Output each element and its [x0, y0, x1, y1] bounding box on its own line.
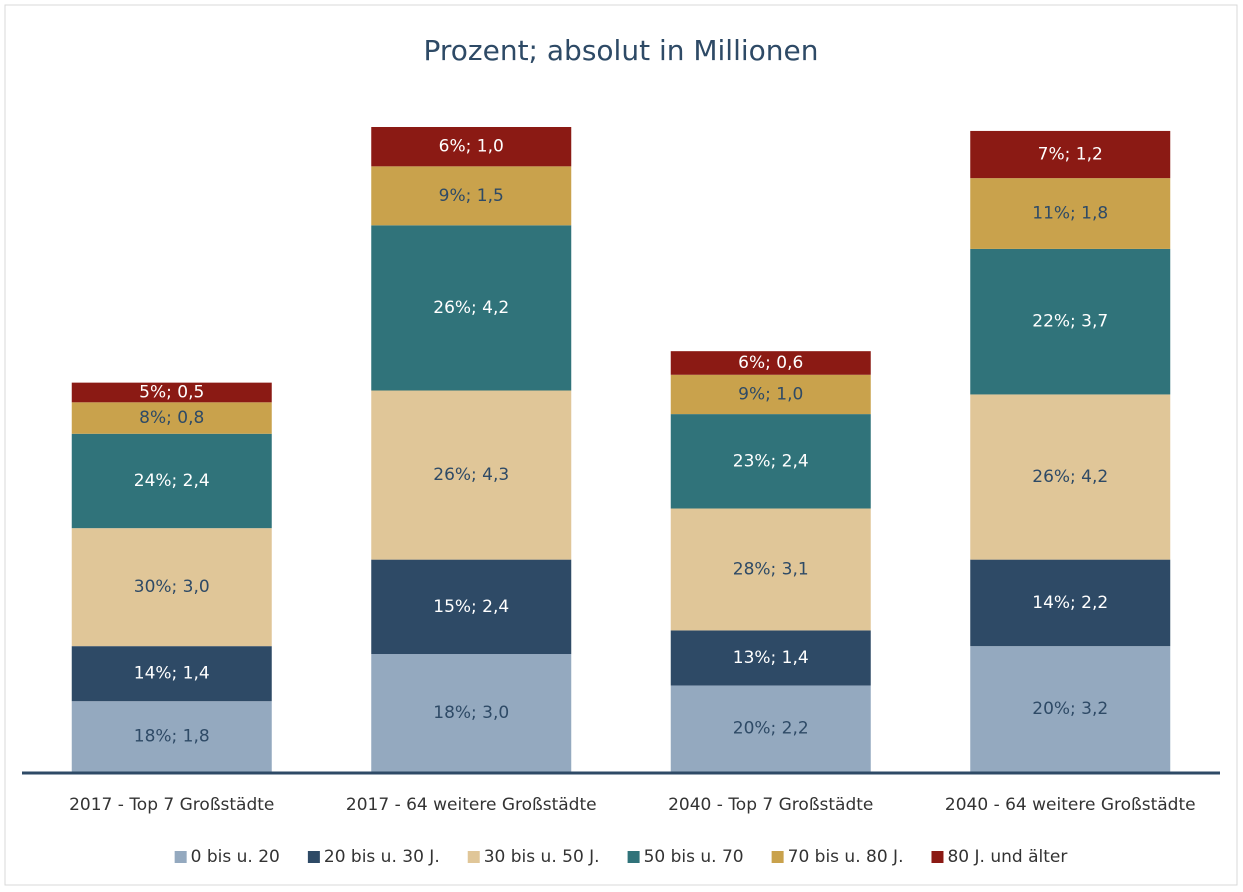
data-label: 11%; 1,8 [1032, 204, 1108, 224]
legend-label: 0 bis u. 20 [191, 847, 280, 867]
data-label: 8%; 0,8 [139, 408, 204, 428]
data-label: 18%; 3,0 [433, 703, 509, 723]
data-label: 13%; 1,4 [733, 648, 809, 668]
legend-label: 20 bis u. 30 J. [324, 847, 440, 867]
data-label: 14%; 2,2 [1032, 593, 1108, 613]
bar-segment [371, 225, 572, 391]
legend-swatch [627, 851, 640, 863]
bar-segment [71, 382, 272, 403]
bar-segment [371, 127, 572, 167]
data-label: 15%; 2,4 [433, 597, 509, 617]
data-label: 14%; 1,4 [134, 664, 210, 684]
bar-segment [670, 630, 871, 686]
bar-segment [970, 248, 1171, 395]
bar-segment [670, 351, 871, 375]
bar-segment [71, 433, 272, 529]
data-label: 7%; 1,2 [1038, 145, 1103, 165]
data-label: 6%; 1,0 [439, 137, 504, 157]
legend-label: 30 bis u. 50 J. [484, 847, 600, 867]
legend-label: 70 bis u. 80 J. [788, 847, 904, 867]
data-label: 24%; 2,4 [134, 471, 210, 491]
bar-segment [371, 390, 572, 560]
data-label: 28%; 3,1 [733, 559, 809, 579]
data-label: 20%; 2,2 [733, 719, 809, 739]
legend-swatch [174, 851, 187, 863]
bar-segment [970, 559, 1171, 647]
data-label: 30%; 3,0 [134, 577, 210, 597]
x-tick-label: 2040 - 64 weitere Großstädte [945, 795, 1196, 815]
x-tick-label: 2040 - Top 7 Großstädte [668, 795, 873, 815]
legend-label: 50 bis u. 70 [644, 847, 744, 867]
bar-segment [970, 178, 1171, 249]
x-tick-label: 2017 - Top 7 Großstädte [69, 795, 274, 815]
legend-swatch [307, 851, 320, 863]
data-label: 26%; 4,3 [433, 465, 509, 485]
data-label: 23%; 2,4 [733, 451, 809, 471]
data-label: 18%; 1,8 [134, 727, 210, 747]
legend-swatch [931, 851, 944, 863]
bar-segment [670, 374, 871, 415]
bar-segment [371, 166, 572, 226]
bar-segment [670, 685, 871, 772]
bar-segment [970, 130, 1171, 179]
data-label: 9%; 1,5 [439, 186, 504, 206]
legend-swatch [771, 851, 784, 863]
bar-segment [371, 559, 572, 655]
data-label: 6%; 0,6 [738, 353, 803, 373]
data-label: 5%; 0,5 [139, 382, 204, 402]
x-tick-label: 2017 - 64 weitere Großstädte [346, 795, 597, 815]
data-label: 9%; 1,0 [738, 384, 803, 404]
data-label: 26%; 4,2 [1032, 467, 1108, 487]
chart-title: Prozent; absolut in Millionen [423, 34, 818, 67]
bar-segment [670, 508, 871, 631]
data-label: 20%; 3,2 [1032, 699, 1108, 719]
bar-segment [71, 646, 272, 702]
bar-segment [371, 654, 572, 772]
bar-segment [970, 394, 1171, 560]
bar-segment [71, 528, 272, 647]
data-label: 22%; 3,7 [1032, 312, 1108, 332]
legend-label: 80 J. und älter [947, 847, 1067, 867]
data-label: 26%; 4,2 [433, 298, 509, 318]
bar-segment [670, 414, 871, 509]
bar-segment [71, 402, 272, 434]
bar-segment [71, 701, 272, 772]
bar-segment [970, 646, 1171, 772]
legend-swatch [467, 851, 480, 863]
